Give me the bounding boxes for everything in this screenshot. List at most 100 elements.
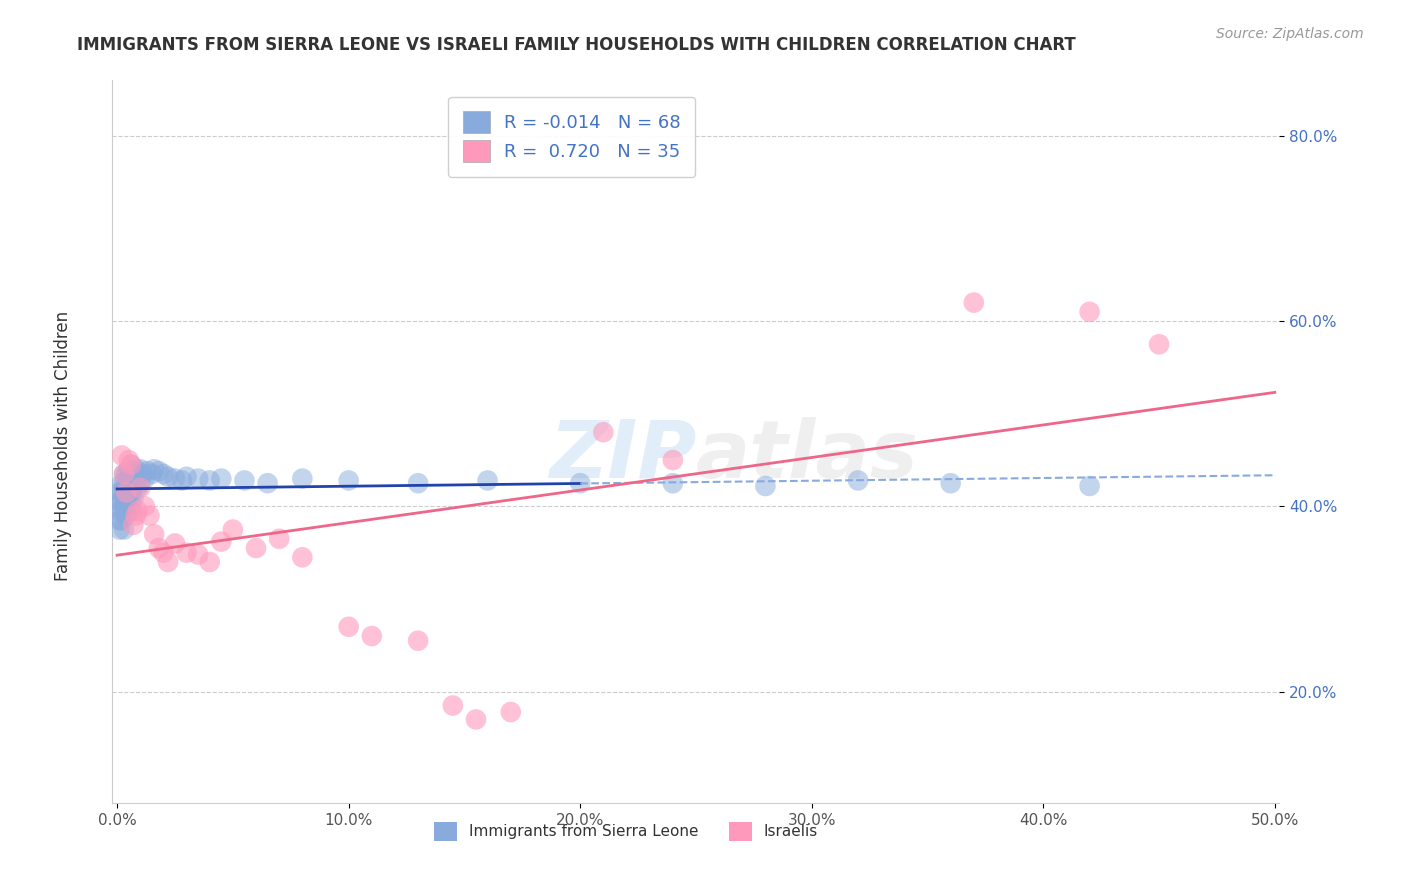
- Point: [122, 481, 145, 495]
- Point: [112, 467, 135, 481]
- Point: [163, 536, 186, 550]
- Point: [269, 532, 291, 546]
- Point: [120, 467, 142, 481]
- Point: [360, 629, 382, 643]
- Point: [134, 500, 156, 514]
- Point: [115, 494, 138, 508]
- Point: [120, 458, 142, 472]
- Point: [209, 534, 232, 549]
- Point: [129, 476, 152, 491]
- Point: [124, 462, 146, 476]
- Point: [187, 548, 209, 562]
- Text: Source: ZipAtlas.com: Source: ZipAtlas.com: [1216, 27, 1364, 41]
- Point: [441, 698, 464, 713]
- Point: [122, 517, 145, 532]
- Point: [108, 485, 131, 500]
- Point: [176, 469, 198, 483]
- Point: [112, 467, 135, 481]
- Text: Family Households with Children: Family Households with Children: [55, 311, 72, 581]
- Point: [754, 479, 776, 493]
- Point: [222, 523, 245, 537]
- Point: [120, 458, 142, 472]
- Point: [111, 485, 134, 500]
- Point: [465, 713, 488, 727]
- Point: [108, 494, 131, 508]
- Point: [198, 555, 221, 569]
- Point: [112, 523, 135, 537]
- Point: [118, 491, 141, 506]
- Point: [846, 474, 869, 488]
- Point: [115, 476, 138, 491]
- Point: [143, 527, 166, 541]
- Point: [337, 620, 360, 634]
- Point: [291, 472, 314, 486]
- Point: [115, 508, 138, 523]
- Text: ZIP: ZIP: [548, 417, 696, 495]
- Point: [129, 462, 152, 476]
- Point: [111, 513, 134, 527]
- Point: [131, 467, 153, 481]
- Point: [245, 541, 267, 555]
- Point: [569, 476, 592, 491]
- Point: [112, 476, 135, 491]
- Point: [662, 476, 685, 491]
- Point: [163, 472, 186, 486]
- Point: [118, 462, 141, 476]
- Point: [198, 474, 221, 488]
- Point: [406, 633, 429, 648]
- Point: [256, 476, 278, 491]
- Point: [112, 504, 135, 518]
- Point: [138, 508, 160, 523]
- Point: [122, 472, 145, 486]
- Point: [111, 494, 134, 508]
- Point: [233, 474, 256, 488]
- Point: [1147, 337, 1170, 351]
- Point: [1078, 479, 1101, 493]
- Point: [115, 485, 138, 500]
- Point: [108, 504, 131, 518]
- Point: [136, 464, 159, 478]
- Point: [148, 541, 170, 555]
- Point: [499, 705, 522, 719]
- Point: [152, 546, 174, 560]
- Point: [112, 494, 135, 508]
- Point: [134, 472, 156, 486]
- Point: [118, 453, 141, 467]
- Text: IMMIGRANTS FROM SIERRA LEONE VS ISRAELI FAMILY HOUSEHOLDS WITH CHILDREN CORRELAT: IMMIGRANTS FROM SIERRA LEONE VS ISRAELI …: [77, 36, 1076, 54]
- Point: [1078, 305, 1101, 319]
- Point: [115, 467, 138, 481]
- Point: [127, 504, 149, 518]
- Point: [127, 481, 149, 495]
- Point: [143, 462, 166, 476]
- Point: [592, 425, 614, 440]
- Point: [118, 504, 141, 518]
- Point: [127, 467, 149, 481]
- Point: [291, 550, 314, 565]
- Point: [939, 476, 962, 491]
- Point: [111, 504, 134, 518]
- Text: atlas: atlas: [696, 417, 918, 495]
- Point: [406, 476, 429, 491]
- Point: [120, 485, 142, 500]
- Point: [337, 474, 360, 488]
- Point: [124, 476, 146, 491]
- Point: [176, 546, 198, 560]
- Point: [124, 508, 146, 523]
- Point: [120, 504, 142, 518]
- Point: [108, 513, 131, 527]
- Point: [115, 485, 138, 500]
- Point: [141, 467, 163, 481]
- Point: [209, 472, 232, 486]
- Point: [963, 295, 986, 310]
- Point: [157, 469, 180, 483]
- Point: [157, 555, 180, 569]
- Point: [120, 476, 142, 491]
- Point: [111, 476, 134, 491]
- Point: [122, 491, 145, 506]
- Point: [148, 464, 170, 478]
- Legend: Immigrants from Sierra Leone, Israelis: Immigrants from Sierra Leone, Israelis: [422, 810, 831, 853]
- Point: [129, 481, 152, 495]
- Point: [120, 494, 142, 508]
- Point: [170, 474, 193, 488]
- Point: [187, 472, 209, 486]
